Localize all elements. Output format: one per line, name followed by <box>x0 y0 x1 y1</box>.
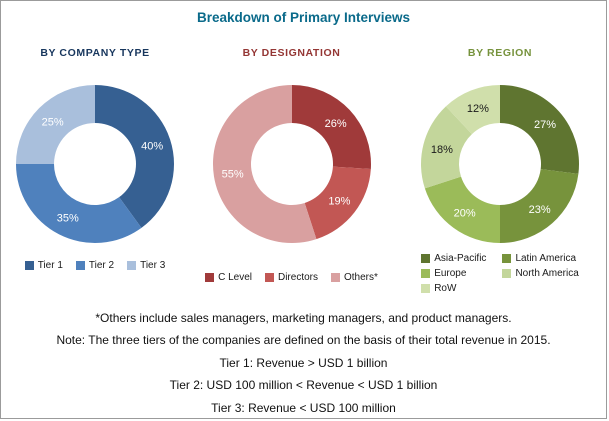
donut-slice-north-america <box>421 106 472 189</box>
legend-item-asia-pacific: Asia-Pacific <box>421 253 486 264</box>
legend-by-company-type: Tier 1 Tier 2 Tier 3 <box>24 260 165 271</box>
charts-row: BY COMPANY TYPE 40% 35% 25% Tier 1 Tier 2 Tier… <box>1 47 606 294</box>
note-line: Note: The three tiers of the companies a… <box>56 333 551 348</box>
legend-swatch-asia-pacific <box>421 254 431 263</box>
chart-by-designation: BY DESIGNATION 26% 19% 55% C Level Directors O… <box>185 47 398 294</box>
slice-value-label-latin-america: 23% <box>529 204 551 216</box>
chart-by-company-type: BY COMPANY TYPE 40% 35% 25% Tier 1 Tier 2 Tier… <box>5 47 185 294</box>
donut-slice-c-level <box>291 85 371 169</box>
donut-chart-by-region: 27% 23% 20% 18% 12% <box>421 85 580 243</box>
donut-slice-directors <box>304 166 371 240</box>
slice-value-label-row: 12% <box>467 103 489 115</box>
legend-label-tier-3: Tier 3 <box>140 260 166 271</box>
slice-value-label-europe: 20% <box>454 207 476 219</box>
note-line: Tier 1: Revenue > USD 1 billion <box>219 355 388 370</box>
donut-chart-by-designation: 26% 19% 55% <box>212 84 371 244</box>
slice-value-label-north-america: 18% <box>431 144 453 156</box>
note-line: Tier 2: USD 100 million < Revenue < USD … <box>169 378 438 393</box>
donut-slice-europe <box>424 176 500 243</box>
chart-title-by-region: BY REGION <box>467 47 533 59</box>
slice-value-label-others: 55% <box>221 168 243 180</box>
legend-item-row: RoW <box>421 283 486 294</box>
slice-value-label-tier-3: 25% <box>42 116 64 128</box>
legend-label-tier-1: Tier 1 <box>37 260 63 271</box>
legend-item-tier-2: Tier 2 <box>75 260 115 271</box>
legend-label-north-america: North America <box>515 268 579 279</box>
chart-by-region: BY REGION 27% 23% 20% 18% 12% Asia-Pacific Lati… <box>398 47 602 294</box>
note-line: *Others include sales managers, marketin… <box>95 311 512 325</box>
legend-item-directors: Directors <box>264 272 318 283</box>
legend-swatch-c-level <box>205 273 215 282</box>
legend-item-tier-3: Tier 3 <box>127 260 165 271</box>
legend-swatch-tier-3 <box>127 261 137 270</box>
donut-slice-tier-2 <box>16 164 142 244</box>
slice-value-label-directors: 19% <box>328 196 350 208</box>
legend-label-row: RoW <box>434 283 457 294</box>
legend-swatch-north-america <box>502 269 512 278</box>
legend-swatch-latin-america <box>502 254 512 263</box>
legend-swatch-europe <box>421 269 431 278</box>
legend-item-europe: Europe <box>421 268 486 279</box>
donut-slice-row <box>445 85 500 135</box>
notes-block: *Others include sales managers, marketin… <box>1 307 606 419</box>
legend-swatch-tier-2 <box>75 261 85 270</box>
donut-slice-asia-pacific <box>500 85 580 174</box>
donut-slice-tier-3 <box>16 85 95 164</box>
donut-chart-by-company-type: 40% 35% 25% <box>16 85 175 244</box>
legend-item-c-level: C Level <box>205 272 252 283</box>
chart-title-by-designation: BY DESIGNATION <box>242 47 341 59</box>
slice-value-label-tier-1: 40% <box>141 140 163 152</box>
legend-item-others: Others* <box>331 272 378 283</box>
legend-swatch-directors <box>264 273 274 282</box>
slice-value-label-tier-2: 35% <box>57 212 79 224</box>
legend-label-europe: Europe <box>434 268 467 279</box>
legend-label-asia-pacific: Asia-Pacific <box>434 253 487 264</box>
legend-by-designation: C Level Directors Others* <box>205 272 378 283</box>
donut-slice-latin-america <box>500 169 579 243</box>
legend-item-latin-america: Latin America <box>502 253 578 264</box>
legend-item-north-america: North America <box>502 268 579 279</box>
legend-by-region: Asia-Pacific Latin America Europe North Ame… <box>421 253 579 294</box>
chart-title-by-company-type: BY COMPANY TYPE <box>40 47 150 59</box>
legend-label-tier-2: Tier 2 <box>88 260 115 271</box>
figure-title: Breakdown of Primary Interviews <box>196 10 411 25</box>
note-line: Tier 3: Revenue < USD 100 million <box>211 400 396 415</box>
legend-label-c-level: C Level <box>218 272 252 283</box>
legend-label-others: Others* <box>344 272 378 283</box>
donut-slice-tier-1 <box>95 85 175 228</box>
slice-value-label-asia-pacific: 27% <box>534 119 556 131</box>
legend-label-latin-america: Latin America <box>515 253 577 264</box>
legend-swatch-tier-1 <box>24 261 34 270</box>
legend-swatch-row <box>421 284 431 293</box>
donut-slice-others <box>212 84 316 244</box>
legend-label-directors: Directors <box>277 272 318 283</box>
legend-swatch-others <box>331 273 340 282</box>
legend-item-tier-1: Tier 1 <box>24 260 63 271</box>
slice-value-label-c-level: 26% <box>324 118 346 130</box>
